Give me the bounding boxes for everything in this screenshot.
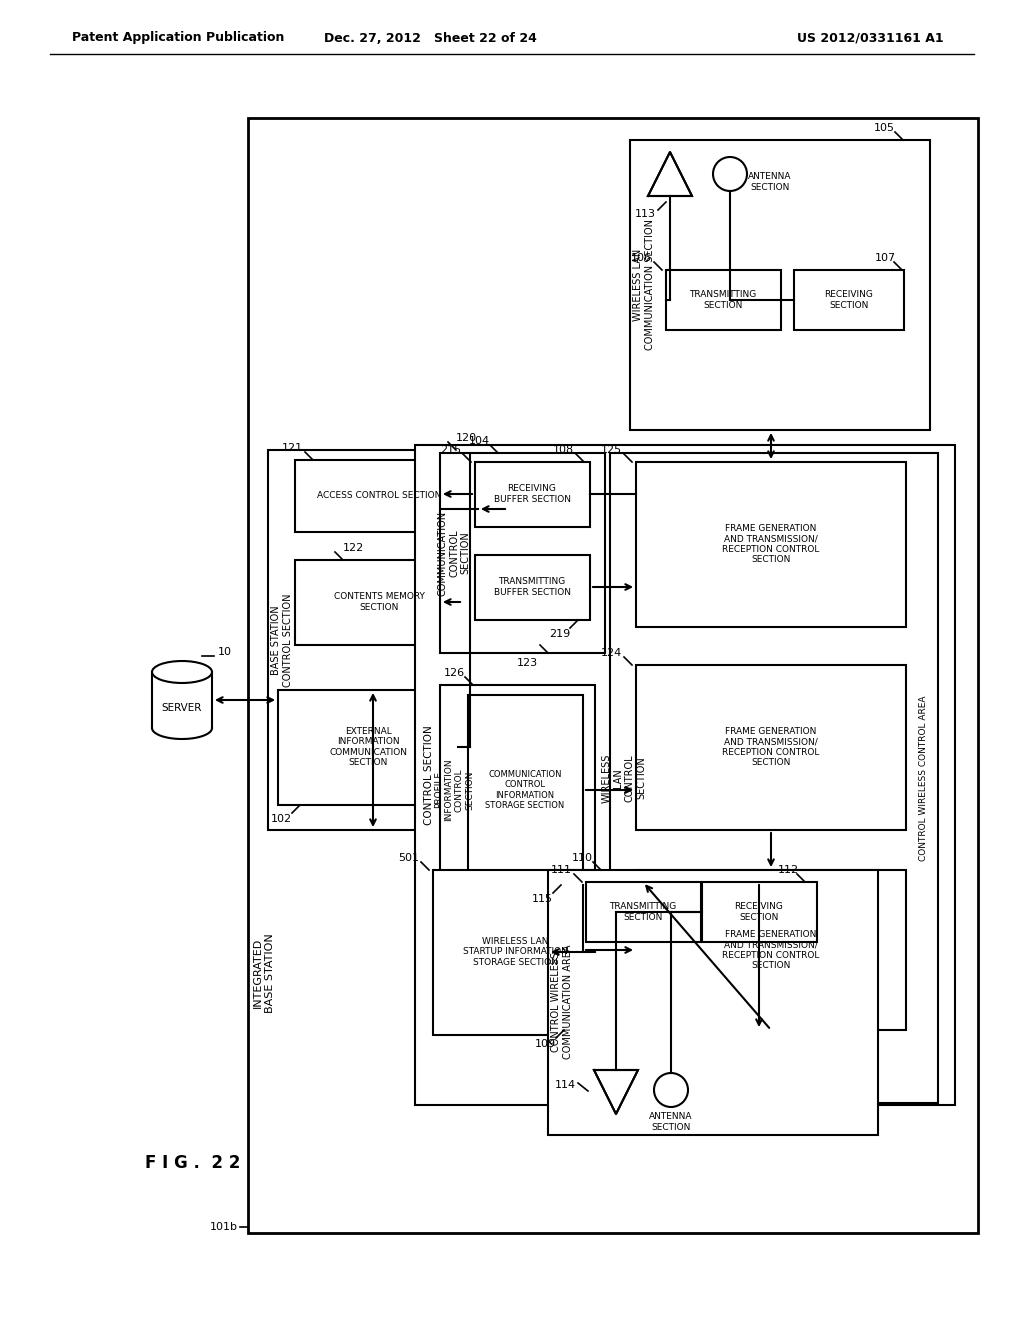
Text: 111: 111 — [551, 865, 572, 875]
Bar — [586, 882, 701, 942]
Text: 106: 106 — [631, 253, 652, 263]
Circle shape — [654, 1073, 688, 1107]
Text: 110: 110 — [572, 853, 593, 863]
Text: 107: 107 — [874, 253, 896, 263]
Text: Dec. 27, 2012   Sheet 22 of 24: Dec. 27, 2012 Sheet 22 of 24 — [324, 32, 537, 45]
Text: 121: 121 — [282, 444, 303, 453]
Text: CONTROL WIRELESS
COMMUNICATION AREA: CONTROL WIRELESS COMMUNICATION AREA — [551, 945, 572, 1059]
Text: 219: 219 — [549, 630, 570, 639]
Ellipse shape — [152, 661, 212, 682]
Text: WIRELESS LAN
COMMUNICATION SECTION: WIRELESS LAN COMMUNICATION SECTION — [633, 219, 654, 351]
Text: COMMUNICATION
CONTROL
INFORMATION
STORAGE SECTION: COMMUNICATION CONTROL INFORMATION STORAG… — [485, 770, 564, 810]
Bar — [702, 882, 817, 942]
Text: US 2012/0331161 A1: US 2012/0331161 A1 — [797, 32, 943, 45]
Bar — [636, 462, 906, 627]
Polygon shape — [594, 1071, 638, 1114]
Text: F I G .  2 2: F I G . 2 2 — [145, 1154, 241, 1172]
Text: WIRELESS
LAN
CONTROL
SECTION: WIRELESS LAN CONTROL SECTION — [602, 754, 646, 803]
Circle shape — [713, 157, 746, 191]
Text: RECEIVING
BUFFER SECTION: RECEIVING BUFFER SECTION — [494, 484, 570, 504]
Bar — [548, 870, 878, 1135]
Bar — [636, 870, 906, 1030]
Text: PROFILE
INFORMATION
CONTROL
SECTION: PROFILE INFORMATION CONTROL SECTION — [434, 759, 474, 821]
Bar — [415, 445, 955, 1105]
Text: Patent Application Publication: Patent Application Publication — [72, 32, 285, 45]
Text: 126: 126 — [443, 668, 465, 678]
Text: FRAME GENERATION
AND TRANSMISSION/
RECEPTION CONTROL
SECTION: FRAME GENERATION AND TRANSMISSION/ RECEP… — [722, 524, 819, 564]
Text: CONTROL SECTION: CONTROL SECTION — [424, 725, 434, 825]
Text: CONTROL WIRELESS CONTROL AREA: CONTROL WIRELESS CONTROL AREA — [920, 696, 929, 861]
Text: 112: 112 — [778, 865, 799, 875]
Text: TRANSMITTING
BUFFER SECTION: TRANSMITTING BUFFER SECTION — [494, 577, 570, 597]
Text: ACCESS CONTROL SECTION: ACCESS CONTROL SECTION — [316, 491, 441, 500]
Text: BASE STATION
CONTROL SECTION: BASE STATION CONTROL SECTION — [271, 593, 293, 686]
Text: SERVER: SERVER — [162, 704, 202, 713]
Text: TRANSMITTING
SECTION: TRANSMITTING SECTION — [609, 903, 677, 921]
Text: 104: 104 — [469, 436, 490, 446]
Bar — [248, 117, 978, 1233]
Bar — [440, 453, 605, 653]
Text: 10: 10 — [218, 647, 232, 657]
Text: FRAME GENERATION
AND TRANSMISSION/
RECEPTION CONTROL
SECTION: FRAME GENERATION AND TRANSMISSION/ RECEP… — [722, 727, 819, 767]
Text: EXTERNAL
INFORMATION
COMMUNICATION
SECTION: EXTERNAL INFORMATION COMMUNICATION SECTI… — [329, 727, 407, 767]
Text: COMMUNICATION
CONTROL
SECTION: COMMUNICATION CONTROL SECTION — [437, 511, 471, 595]
Text: 108: 108 — [553, 445, 574, 455]
Text: 124: 124 — [601, 648, 622, 657]
Bar — [475, 554, 590, 620]
Bar — [794, 271, 904, 330]
Bar — [278, 690, 458, 805]
Text: FRAME GENERATION
AND TRANSMISSION/
RECEPTION CONTROL
SECTION: FRAME GENERATION AND TRANSMISSION/ RECEP… — [722, 929, 819, 970]
Text: RECEIVING
SECTION: RECEIVING SECTION — [734, 903, 783, 921]
Text: 215: 215 — [440, 445, 461, 455]
Bar — [440, 685, 595, 895]
Text: 123: 123 — [517, 657, 538, 668]
Bar — [666, 271, 781, 330]
Text: 120: 120 — [456, 433, 477, 444]
Text: CONTENTS MEMORY
SECTION: CONTENTS MEMORY SECTION — [334, 593, 424, 611]
Text: 501: 501 — [398, 853, 419, 863]
Text: 125: 125 — [601, 445, 622, 455]
Text: RECEIVING
SECTION: RECEIVING SECTION — [824, 290, 873, 310]
Bar — [636, 665, 906, 830]
Text: 102: 102 — [271, 814, 292, 824]
Text: WIRELESS LAN
STARTUP INFORMATION
STORAGE SECTION: WIRELESS LAN STARTUP INFORMATION STORAGE… — [463, 937, 567, 966]
Bar — [475, 462, 590, 527]
Text: 122: 122 — [343, 543, 365, 553]
Bar — [295, 459, 463, 532]
Text: ANTENNA
SECTION: ANTENNA SECTION — [749, 173, 792, 191]
Text: 115: 115 — [532, 894, 553, 904]
Text: ANTENNA
SECTION: ANTENNA SECTION — [649, 1113, 693, 1131]
Text: 114: 114 — [555, 1080, 575, 1090]
Bar — [295, 560, 463, 645]
Bar — [433, 870, 598, 1035]
Bar — [468, 696, 583, 884]
Text: TRANSMITTING
SECTION: TRANSMITTING SECTION — [689, 290, 757, 310]
Bar — [610, 453, 938, 1104]
Bar — [268, 450, 478, 830]
Bar — [630, 140, 930, 430]
Polygon shape — [648, 152, 692, 195]
Text: INTEGRATED
BASE STATION: INTEGRATED BASE STATION — [253, 933, 274, 1012]
Text: 109: 109 — [535, 1039, 556, 1049]
Text: 101b: 101b — [210, 1222, 238, 1232]
Text: 113: 113 — [635, 209, 656, 219]
Text: 105: 105 — [874, 123, 895, 133]
